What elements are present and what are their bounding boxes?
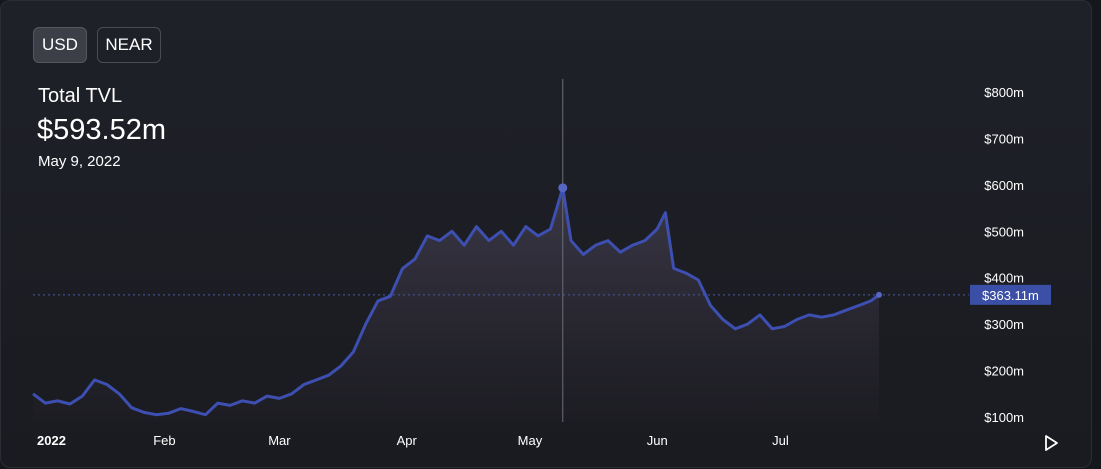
y-tick-label: $300m (984, 317, 1024, 332)
y-tick-label: $400m (984, 271, 1024, 286)
y-tick-label: $100m (984, 410, 1024, 425)
y-tick-label: $800m (984, 85, 1024, 100)
current-value-badge (970, 284, 1051, 305)
metric-label: Total TVL (38, 85, 123, 107)
usd-toggle-button[interactable]: USD (33, 27, 87, 63)
x-tick-label: 2022 (37, 433, 66, 448)
x-tick-label: Mar (268, 433, 291, 448)
latest-point-marker (876, 291, 882, 298)
tvl-area-fill (33, 187, 879, 422)
x-tick-label: Jun (647, 433, 668, 448)
y-tick-label: $600m (984, 178, 1024, 193)
tvl-line (32, 186, 880, 417)
y-tick-label: $700m (984, 131, 1024, 146)
metric-value: $593.52m (37, 114, 166, 146)
near-toggle-button[interactable]: NEAR (97, 27, 161, 63)
metric-date: May 9, 2022 (38, 153, 121, 170)
x-tick-label: Feb (153, 433, 175, 448)
y-tick-label: $200m (984, 364, 1024, 379)
hover-point-marker (558, 183, 568, 193)
x-tick-label: May (518, 433, 543, 448)
play-icon[interactable] (1041, 433, 1061, 453)
current-value-label: $363.11m (982, 288, 1039, 303)
x-tick-label: Jul (772, 433, 789, 448)
x-tick-label: Apr (397, 433, 418, 448)
y-tick-label: $500m (984, 224, 1024, 239)
